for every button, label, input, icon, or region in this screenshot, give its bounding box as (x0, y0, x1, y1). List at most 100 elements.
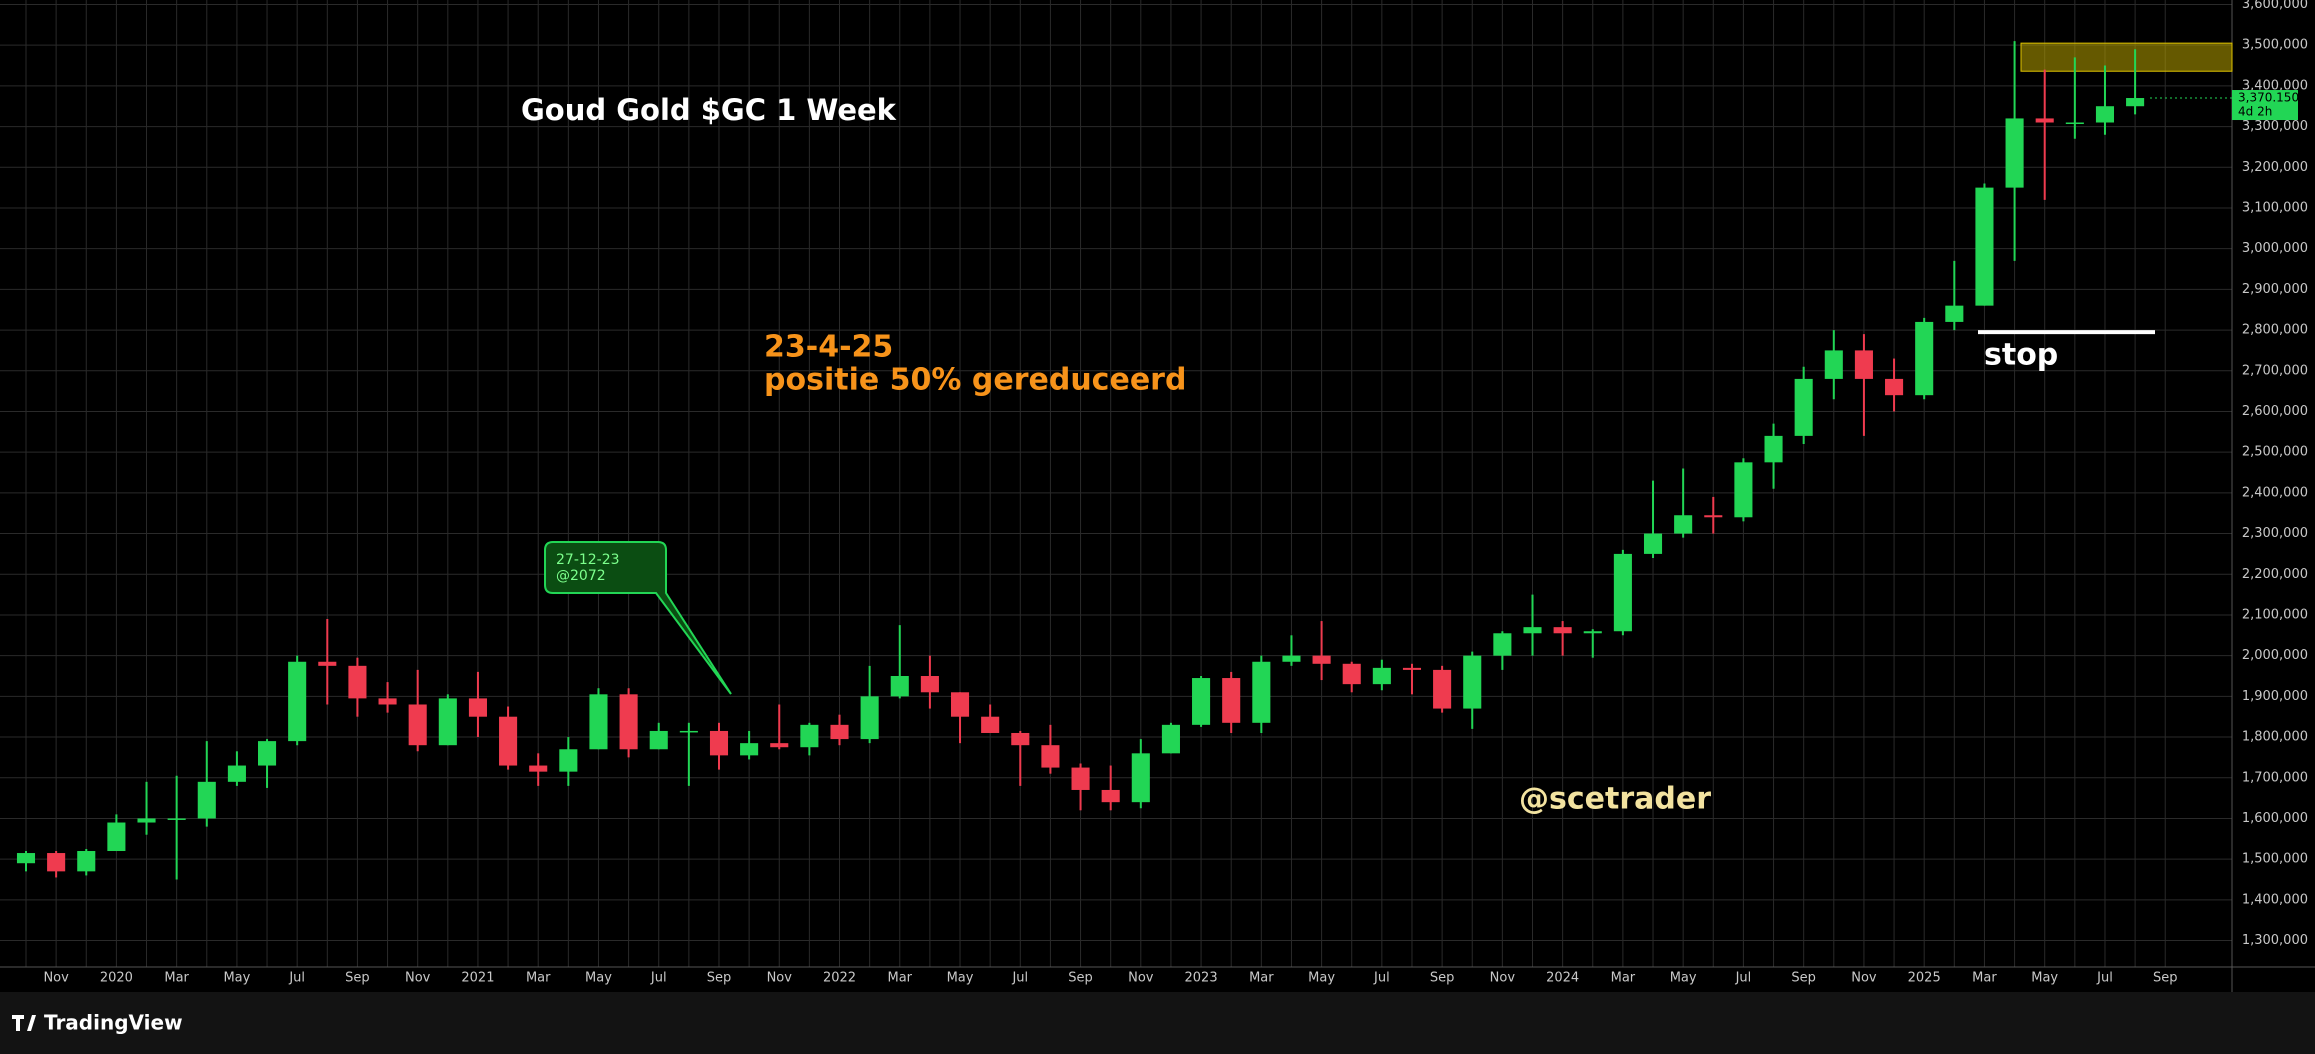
candle-body (2035, 118, 2054, 123)
y-tick-label: 2,400,000 (2242, 485, 2308, 500)
candle-body (1764, 435, 1783, 463)
y-tick-label: 1,900,000 (2242, 689, 2308, 704)
candle-body (1553, 627, 1572, 634)
y-tick-label: 1,400,000 (2242, 892, 2308, 907)
x-tick-label: Nov (43, 971, 69, 986)
candle-body (16, 853, 36, 864)
candle-body (1794, 378, 1813, 436)
candle-body (1493, 633, 1512, 656)
x-tick-label: Jul (650, 971, 667, 986)
chart-title: Goud Gold $GC 1 Week (521, 93, 897, 127)
x-tick-label: Mar (164, 971, 189, 986)
x-tick-label: Sep (1068, 971, 1093, 986)
y-tick-label: 3,500,000 (2242, 38, 2308, 53)
x-tick-label: Nov (405, 971, 431, 986)
y-tick-label: 2,600,000 (2242, 404, 2308, 419)
x-tick-label: Sep (1430, 971, 1455, 986)
candle-body (468, 698, 487, 717)
candle-body (2095, 106, 2115, 123)
x-tick-label: 2022 (823, 971, 856, 986)
x-tick-label: Sep (707, 971, 732, 986)
candle-body (1131, 753, 1150, 803)
y-tick-label: 1,500,000 (2242, 852, 2308, 867)
callout-box (544, 541, 732, 695)
candle-body (1433, 669, 1452, 709)
candle-body (1402, 667, 1422, 670)
footer-bar (0, 992, 2315, 1054)
x-tick-label: Mar (1611, 971, 1636, 986)
price-label-box (2232, 90, 2298, 121)
x-tick-label: May (2031, 971, 2058, 986)
y-tick-label: 1,600,000 (2242, 811, 2308, 826)
candle-body (1011, 732, 1030, 746)
candle-body (559, 749, 578, 772)
candle-body (1523, 627, 1542, 634)
candle-body (619, 694, 638, 750)
x-tick-label: Jul (2096, 971, 2113, 986)
x-tick-label: Sep (1791, 971, 1816, 986)
x-tick-label: Mar (526, 971, 551, 986)
candle-body (1372, 667, 1391, 685)
candle-body (740, 743, 759, 756)
candle-body (709, 730, 729, 756)
y-tick-label: 2,800,000 (2242, 323, 2308, 338)
x-tick-label: 2020 (100, 971, 133, 986)
x-tick-label: Mar (1972, 971, 1997, 986)
y-tick-label: 1,800,000 (2242, 730, 2308, 745)
candles (16, 41, 2145, 880)
y-tick-label: 1,300,000 (2242, 933, 2308, 948)
candle-body (137, 818, 156, 823)
candle-body (258, 741, 277, 766)
candle-body (950, 692, 970, 717)
y-tick-label: 3,100,000 (2242, 200, 2308, 215)
grid: 1,300,000 1,400,000 1,500,000 1,600,000 1,70… (0, 0, 2315, 992)
x-tick-label: Jul (1011, 971, 1028, 986)
brand: TradingView (44, 1011, 183, 1035)
x-tick-label: Jul (1735, 971, 1752, 986)
target-zone (2020, 42, 2233, 72)
candle-body (1282, 655, 1301, 662)
candle-body (1192, 678, 1211, 725)
candle-body (318, 661, 337, 666)
y-tick-label: 2,300,000 (2242, 526, 2308, 541)
x-tick-label: May (947, 971, 974, 986)
candle-body (1463, 655, 1482, 709)
candle-body (227, 765, 246, 782)
note-text: positie 50% gereduceerd (764, 363, 1186, 398)
candle-body (1583, 631, 1602, 634)
callout-line: 27-12-23 (556, 552, 620, 568)
callout-line: @2072 (556, 568, 606, 584)
x-tick-label: Nov (1490, 971, 1516, 986)
candle-body (438, 698, 457, 746)
candle-body (679, 730, 698, 733)
y-tick-label: 2,500,000 (2242, 445, 2308, 460)
candle-body (1071, 767, 1090, 790)
candle-body (649, 730, 668, 750)
y-tick-label: 2,000,000 (2242, 648, 2308, 663)
candle-body (1312, 655, 1331, 664)
x-tick-label: Mar (888, 971, 913, 986)
candle-body (1161, 724, 1180, 754)
candle-body (408, 704, 427, 746)
candle-body (770, 743, 789, 748)
countdown: 4d 2h (2238, 105, 2272, 119)
candle-body (890, 676, 909, 697)
y-tick-label: 3,200,000 (2242, 160, 2308, 175)
note-date: 23-4-25 (764, 330, 893, 365)
candle-body (1674, 515, 1693, 534)
x-tick-label: Nov (1128, 971, 1154, 986)
candle-body (107, 822, 126, 852)
candle-body (288, 661, 307, 742)
candle-body (1824, 350, 1843, 379)
candle-body (47, 853, 66, 872)
candle-body (529, 765, 548, 772)
candle-body (1041, 745, 1060, 768)
annotations: Goud Gold $GC 1 Week 23-4-25 positie 50%… (521, 90, 2299, 817)
candle-body (1252, 661, 1271, 723)
candle-body (1885, 378, 1904, 396)
candle-body (2005, 118, 2024, 188)
x-tick-label: 2024 (1546, 971, 1579, 986)
x-tick-label: 2025 (1908, 971, 1941, 986)
x-tick-label: Sep (345, 971, 370, 986)
